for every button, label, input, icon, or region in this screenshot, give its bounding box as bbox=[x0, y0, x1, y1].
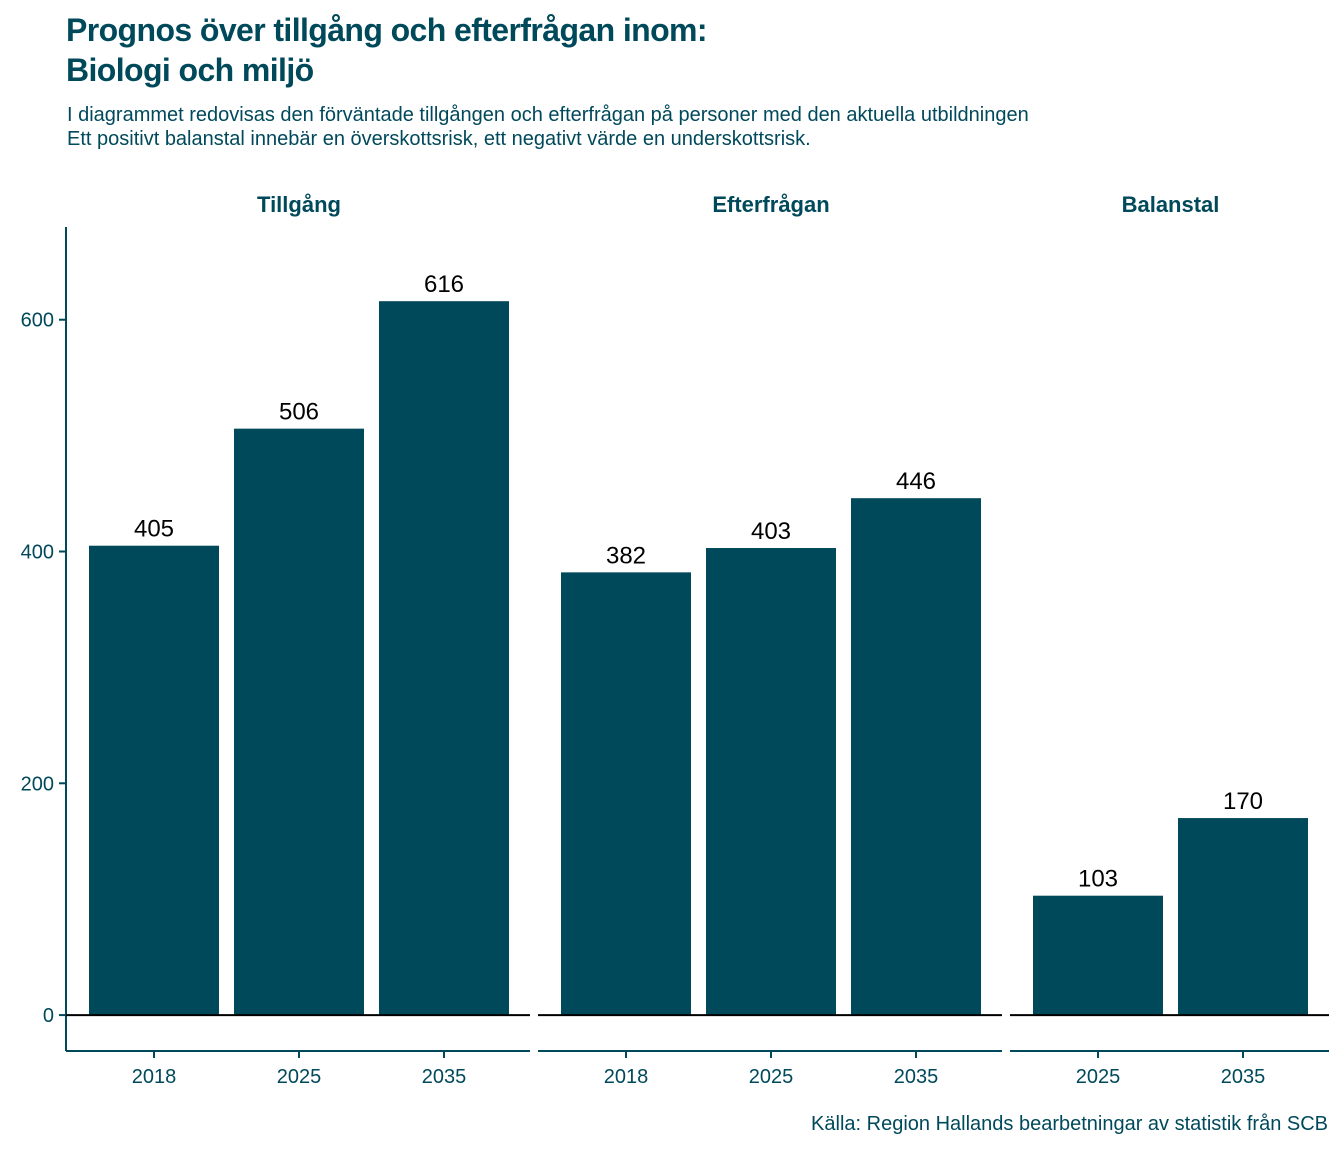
bar-balanstal-2035 bbox=[1178, 818, 1308, 1016]
y-tick-label: 0 bbox=[43, 1005, 54, 1027]
bar-efterfragan-2035 bbox=[851, 498, 981, 1016]
chart-title-line-2: Biologi och miljö bbox=[66, 52, 314, 88]
bar-tillgang-2018 bbox=[89, 545, 219, 1016]
x-tick-label-tillgang-2025: 2025 bbox=[277, 1066, 322, 1088]
chart-title: Prognos över tillgång och efterfrågan in… bbox=[66, 10, 708, 90]
x-tick-label-tillgang-2035: 2035 bbox=[422, 1066, 467, 1088]
x-tick-label-efterfragan-2025: 2025 bbox=[749, 1066, 794, 1088]
y-tick-label: 200 bbox=[21, 773, 54, 795]
x-tick-label-efterfragan-2018: 2018 bbox=[604, 1066, 649, 1088]
facet-label-efterfragan: Efterfrågan bbox=[712, 192, 829, 217]
data-label-balanstal-2035: 170 bbox=[1223, 788, 1263, 815]
bar-efterfragan-2025 bbox=[706, 548, 836, 1016]
data-label-tillgang-2035: 616 bbox=[424, 271, 464, 298]
chart-subtitle-line-2: Ett positivt balanstal innebär en översk… bbox=[67, 128, 811, 150]
x-tick-label-efterfragan-2035: 2035 bbox=[894, 1066, 939, 1088]
facet-label-tillgang: Tillgång bbox=[257, 192, 341, 217]
chart-caption: Källa: Region Hallands bearbetningar av … bbox=[811, 1113, 1328, 1135]
x-tick-label-tillgang-2018: 2018 bbox=[132, 1066, 177, 1088]
x-tick-label-balanstal-2025: 2025 bbox=[1076, 1066, 1121, 1088]
data-label-balanstal-2025: 103 bbox=[1078, 866, 1118, 893]
bar-tillgang-2035 bbox=[379, 301, 509, 1016]
chart-subtitle-line-1: I diagrammet redovisas den förväntade ti… bbox=[67, 104, 1029, 126]
panel-tillgang: Tillgång 405 506 616 2018 2025 2035 bbox=[66, 192, 530, 1088]
bar-balanstal-2025 bbox=[1033, 895, 1163, 1016]
y-tick-label: 600 bbox=[21, 310, 54, 332]
data-label-efterfragan-2025: 403 bbox=[751, 518, 791, 545]
data-label-efterfragan-2035: 446 bbox=[896, 468, 936, 495]
data-label-tillgang-2018: 405 bbox=[134, 516, 174, 543]
y-tick-label: 400 bbox=[21, 542, 54, 564]
bar-efterfragan-2018 bbox=[561, 572, 691, 1016]
x-tick-label-balanstal-2035: 2035 bbox=[1221, 1066, 1266, 1088]
data-label-tillgang-2025: 506 bbox=[279, 399, 319, 426]
chart-title-line-1: Prognos över tillgång och efterfrågan in… bbox=[66, 12, 708, 48]
panel-efterfragan: Efterfrågan 382 403 446 2018 2025 2035 bbox=[538, 192, 1002, 1088]
facet-label-balanstal: Balanstal bbox=[1122, 192, 1220, 217]
y-axis: 0 200 400 600 bbox=[21, 227, 67, 1051]
bar-tillgang-2025 bbox=[234, 428, 364, 1016]
chart-subtitle: I diagrammet redovisas den förväntade ti… bbox=[67, 103, 1029, 151]
panel-balanstal: Balanstal 103 170 2025 2035 bbox=[1010, 192, 1329, 1088]
data-label-efterfragan-2018: 382 bbox=[606, 542, 646, 569]
